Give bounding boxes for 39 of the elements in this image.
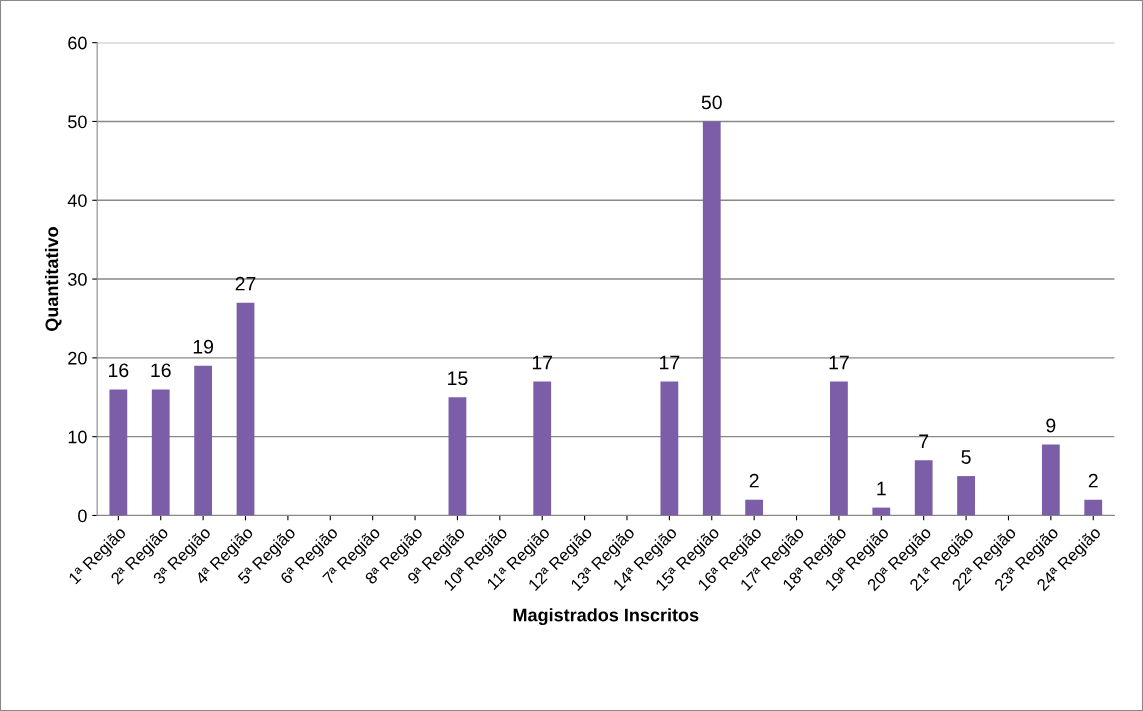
data-label: 16	[151, 363, 171, 378]
bar	[194, 365, 213, 516]
bar	[702, 121, 721, 516]
data-label: 16	[109, 363, 129, 378]
data-label: 19	[193, 339, 214, 354]
bar	[745, 499, 764, 516]
y-tick-label: 50	[68, 115, 87, 129]
bar	[236, 302, 255, 516]
data-label: 15	[448, 371, 468, 386]
bar	[448, 397, 467, 516]
y-tick-label: 10	[68, 430, 87, 444]
y-tick-label: 20	[68, 351, 87, 365]
data-label: 2	[749, 473, 759, 488]
data-label: 17	[532, 355, 553, 370]
y-tick-label: 60	[68, 36, 87, 50]
bar	[1084, 499, 1103, 516]
y-tick-label: 0	[78, 509, 87, 523]
y-tick-label: 30	[68, 273, 87, 286]
bar	[914, 460, 933, 516]
y-axis-title: Quantitativo	[44, 227, 62, 331]
bar	[957, 476, 975, 516]
data-label: 1	[877, 481, 886, 496]
data-label: 7	[919, 434, 929, 448]
y-tick-label: 40	[67, 194, 87, 207]
bar	[830, 381, 848, 516]
bar	[660, 381, 679, 516]
bar	[1041, 444, 1060, 516]
data-label: 50	[701, 95, 722, 110]
data-label: 2	[1088, 473, 1098, 488]
data-label: 17	[829, 355, 849, 370]
data-label: 9	[1046, 418, 1056, 433]
x-axis-title: Magistrados Inscritos	[513, 608, 699, 626]
data-label: 17	[660, 355, 680, 370]
bar	[151, 389, 170, 516]
data-label: 27	[235, 276, 256, 291]
data-label: 5	[961, 450, 971, 464]
bar	[109, 389, 128, 516]
bar	[533, 381, 552, 516]
bar	[872, 507, 891, 516]
